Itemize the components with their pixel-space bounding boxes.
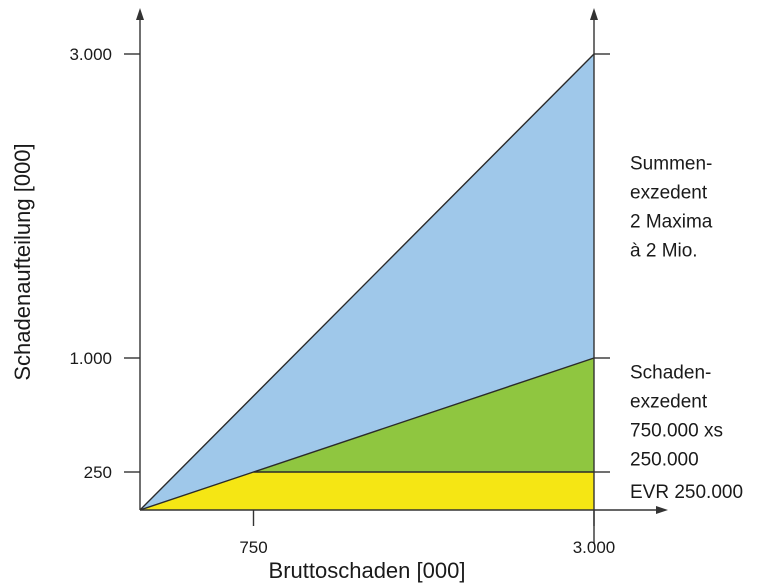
chart-ticks: 250 1.000 3.000 750 3.000	[69, 45, 615, 557]
annotation-summen: Summen-exzedent 2 Maxima à 2 Mio.	[630, 154, 713, 262]
x-axis-arrow-icon	[656, 506, 668, 514]
y-tick-label: 250	[84, 463, 112, 482]
right-axis-arrow-icon	[590, 8, 598, 20]
y-tick-label: 1.000	[69, 349, 112, 368]
area-evr	[140, 472, 594, 510]
annotation-line: à 2 Mio.	[630, 241, 698, 262]
chart-axes	[136, 8, 668, 544]
annotation-line: EVR 250.000	[630, 482, 743, 503]
chart-annotations: Summen-exzedent 2 Maxima à 2 Mio. Schaden-e…	[630, 154, 743, 504]
annotation-line: 250.000	[630, 450, 699, 471]
x-tick-label: 3.000	[573, 538, 616, 557]
y-axis-arrow-icon	[136, 8, 144, 20]
x-axis-title: Bruttoschaden [000]	[269, 558, 466, 583]
annotation-line: 2 Maxima	[630, 212, 713, 233]
y-axis-title: Schadenaufteilung [000]	[10, 143, 35, 380]
line-evr-lower	[139, 471, 254, 511]
annotation-evr: EVR 250.000	[630, 482, 743, 503]
annotation-line: exzedent	[630, 183, 708, 204]
chart-lines	[139, 53, 595, 511]
annotation-line: Schaden-	[630, 363, 711, 384]
line-schadenexzedent-boundary	[253, 357, 595, 473]
annotation-line: Summen-	[630, 154, 712, 175]
line-diagonal	[139, 53, 595, 511]
y-tick-label: 3.000	[69, 45, 112, 64]
annotation-line: exzedent	[630, 392, 708, 413]
annotation-line: 750.000 xs	[630, 421, 723, 442]
annotation-schaden: Schaden-exzedent 750.000 xs 250.000	[630, 363, 723, 471]
x-tick-label: 750	[239, 538, 267, 557]
